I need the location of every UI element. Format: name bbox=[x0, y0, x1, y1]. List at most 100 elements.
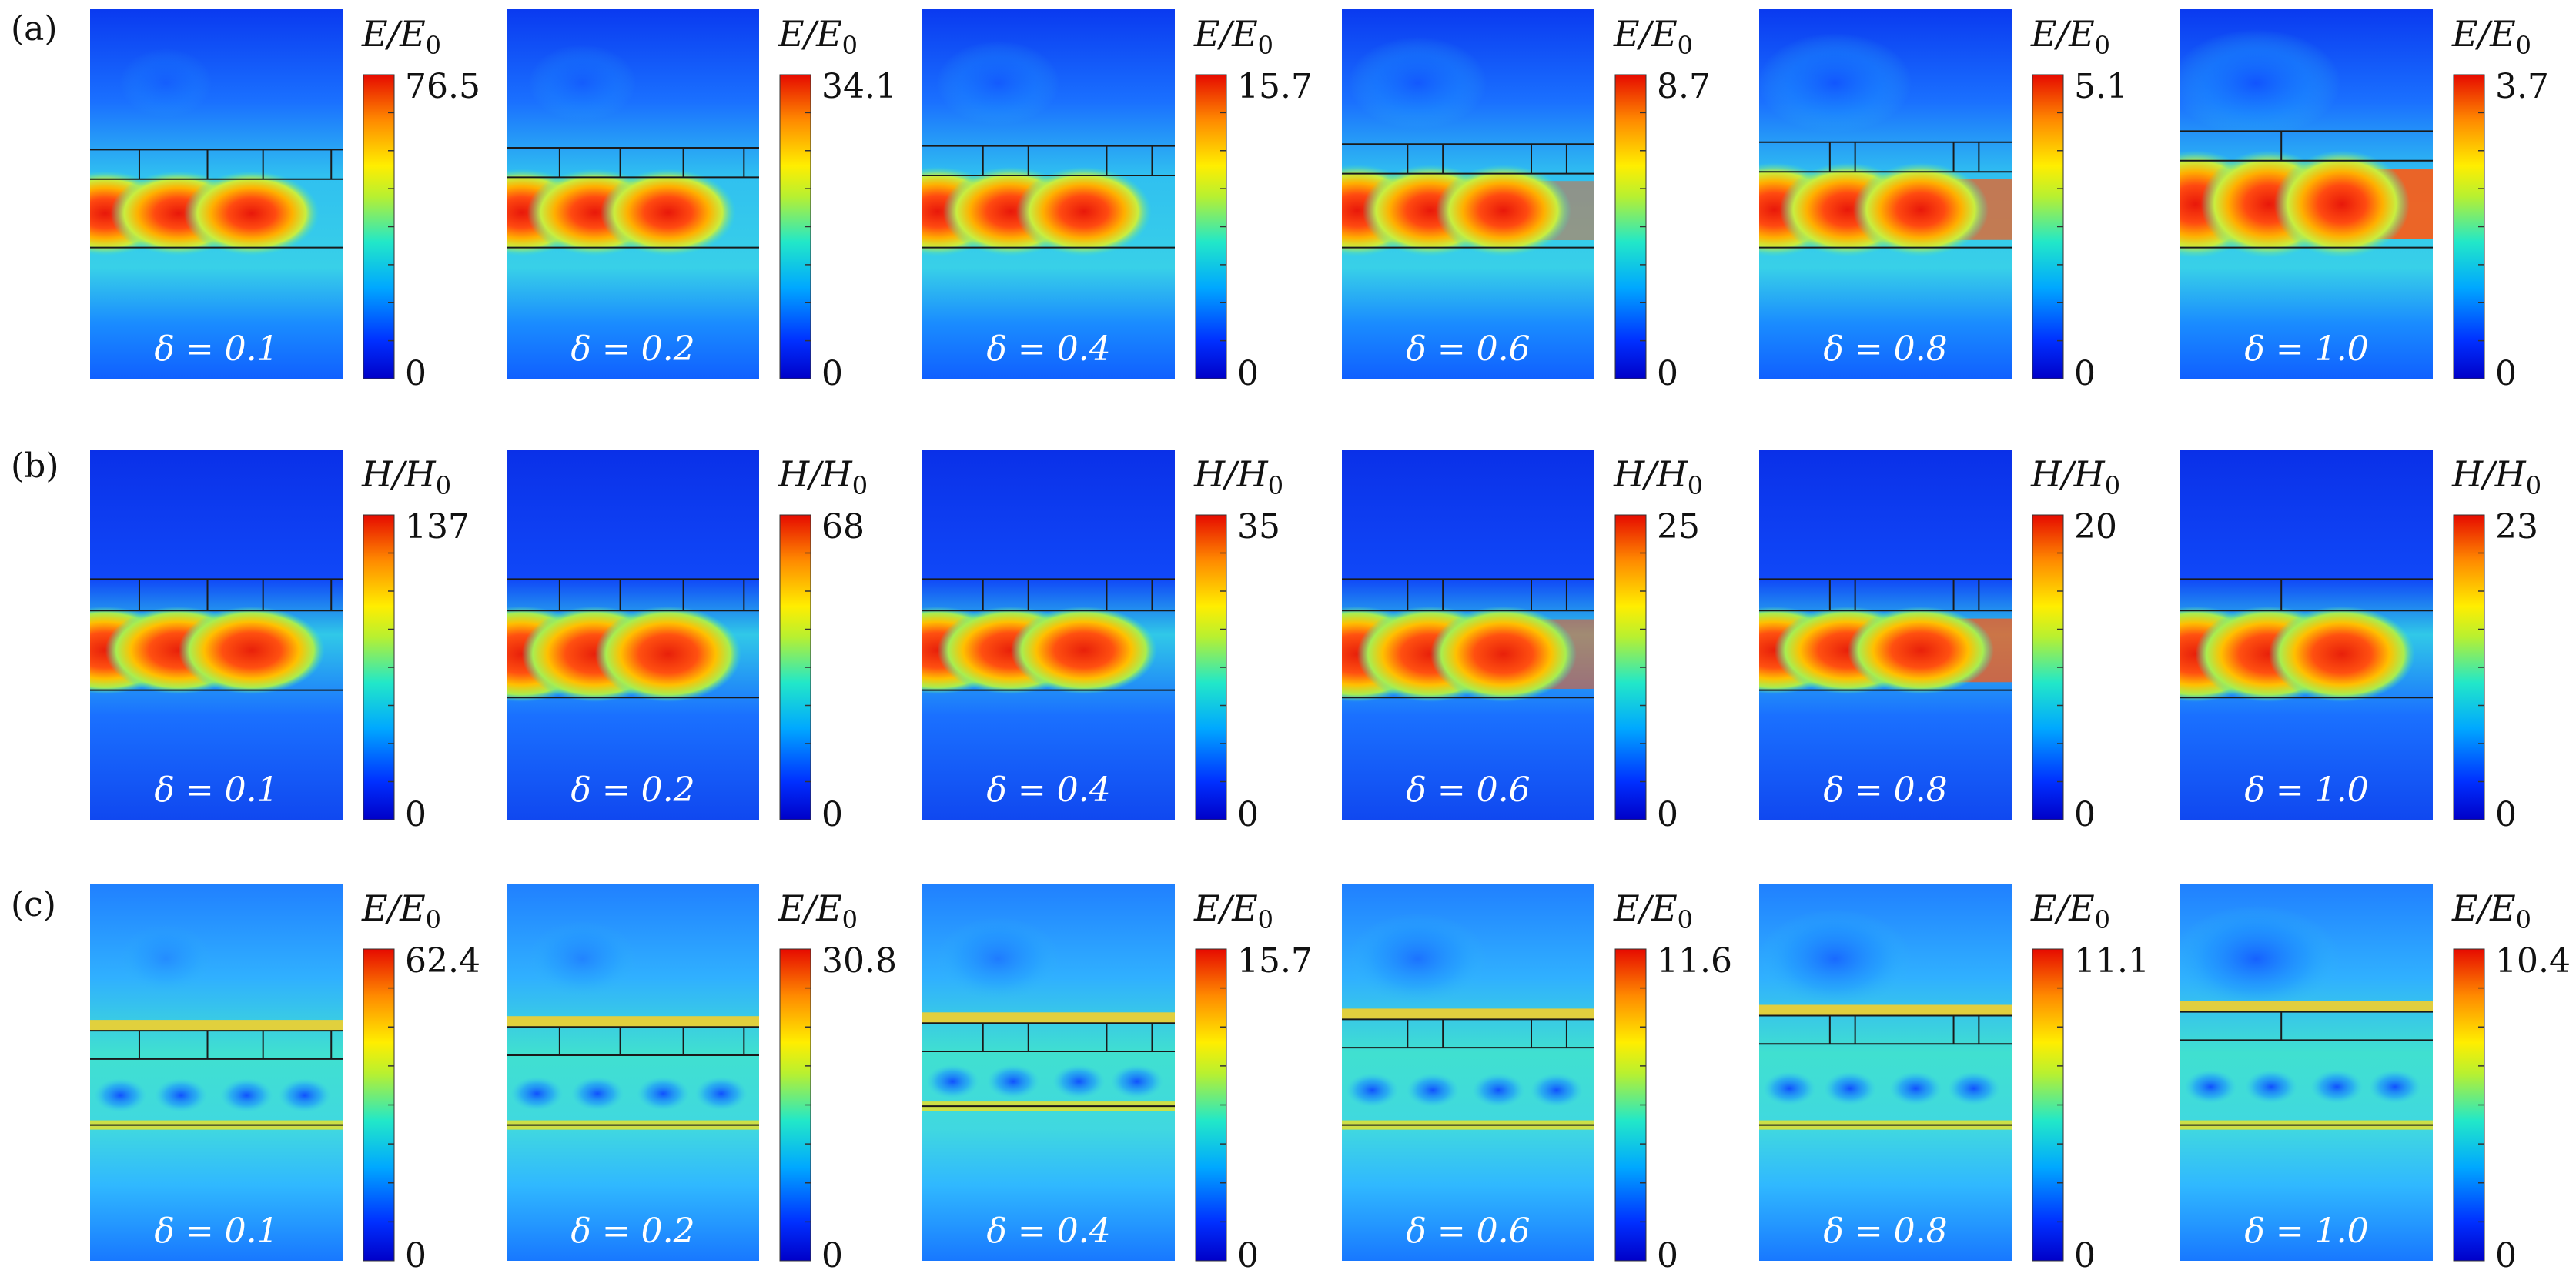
field-hotspot bbox=[1852, 162, 1989, 257]
delta-label: δ = 0.6 bbox=[1406, 1211, 1530, 1251]
colorbar-max-label: 15.7 bbox=[1237, 941, 1313, 981]
heatmap-panel: δ = 0.2 30.8 0 E/E0 bbox=[507, 884, 897, 1275]
field-minimum bbox=[1348, 37, 1487, 129]
field-minimum bbox=[1759, 909, 1912, 1009]
field-minimum bbox=[1348, 913, 1487, 1005]
heatmap-panel: δ = 0.2 34.1 0 E/E0 bbox=[507, 9, 897, 393]
field-minimum bbox=[2245, 1069, 2298, 1104]
field-hotspot bbox=[183, 171, 319, 256]
colorbar-min-label: 0 bbox=[1237, 795, 1259, 834]
quantity-label: H/H0 bbox=[1613, 453, 1703, 500]
quantity-label: H/H0 bbox=[2451, 453, 2541, 500]
field-hotspot bbox=[1430, 606, 1577, 702]
colorbar-max-label: 15.7 bbox=[1237, 67, 1313, 106]
colorbar-max-label: 68 bbox=[821, 507, 865, 546]
delta-label: δ = 0.6 bbox=[1406, 770, 1530, 810]
quantity-label: E/E0 bbox=[2451, 887, 2531, 934]
field-minimum bbox=[1947, 1071, 2000, 1106]
edge-field bbox=[507, 1016, 759, 1028]
field-hotspot bbox=[1010, 607, 1157, 694]
quantity-label: E/E0 bbox=[361, 13, 441, 60]
heatmap-panel: δ = 0.8 20 0 H/H0 bbox=[1759, 450, 2120, 834]
quantity-label: H/H0 bbox=[361, 453, 451, 500]
delta-label: δ = 0.6 bbox=[1406, 329, 1530, 369]
heatmap-panel: δ = 1.0 3.7 0 E/E0 bbox=[2180, 9, 2549, 393]
colorbar-max-label: 20 bbox=[2074, 507, 2117, 546]
field-minimum bbox=[278, 1078, 331, 1113]
row-label: (c) bbox=[11, 885, 56, 924]
edge-field bbox=[90, 1020, 343, 1031]
colorbar-min-label: 0 bbox=[405, 795, 427, 834]
field-minimum bbox=[2184, 1069, 2237, 1104]
field-minimum bbox=[1763, 1071, 1816, 1106]
delta-label: δ = 0.1 bbox=[154, 1211, 278, 1251]
heatmap-panel: δ = 0.6 11.6 0 E/E0 bbox=[1342, 884, 1732, 1275]
heatmap-panel: δ = 0.4 35 0 H/H0 bbox=[922, 450, 1283, 834]
delta-label: δ = 1.0 bbox=[2244, 329, 2368, 369]
quantity-label: H/H0 bbox=[778, 453, 868, 500]
delta-label: δ = 0.4 bbox=[986, 770, 1110, 810]
field-minimum bbox=[694, 1076, 748, 1111]
field-minimum bbox=[2310, 1069, 2364, 1104]
delta-label: δ = 0.2 bbox=[570, 329, 694, 369]
colorbar-min-label: 0 bbox=[1237, 1236, 1259, 1275]
delta-label: δ = 0.1 bbox=[154, 770, 278, 810]
colorbar-min-label: 0 bbox=[821, 354, 843, 393]
colorbar-max-label: 30.8 bbox=[821, 941, 897, 981]
field-minimum bbox=[637, 1076, 690, 1111]
colorbar-max-label: 11.1 bbox=[2074, 941, 2149, 981]
field-minimum bbox=[528, 45, 637, 122]
quantity-label: E/E0 bbox=[361, 887, 441, 934]
quantity-label: E/E0 bbox=[1193, 13, 1273, 60]
edge-field bbox=[922, 1012, 1175, 1024]
field-minimum bbox=[926, 1064, 979, 1099]
quantity-label: H/H0 bbox=[1193, 453, 1283, 500]
edge-field bbox=[1342, 1008, 1594, 1020]
field-minimum bbox=[119, 924, 212, 994]
colorbar-min-label: 0 bbox=[2495, 1236, 2517, 1275]
delta-label: δ = 0.4 bbox=[986, 329, 1110, 369]
heatmap-panel: δ = 1.0 10.4 0 E/E0 bbox=[2180, 884, 2571, 1275]
heatmap-panel: δ = 0.1 76.5 0 E/E0 bbox=[90, 9, 480, 393]
colorbar-max-label: 35 bbox=[1237, 507, 1280, 546]
colorbar-min-label: 0 bbox=[1237, 354, 1259, 393]
field-minimum bbox=[1407, 1073, 1460, 1108]
delta-label: δ = 0.8 bbox=[1823, 770, 1947, 810]
colorbar-max-label: 34.1 bbox=[821, 67, 897, 106]
field-minimum bbox=[571, 1076, 624, 1111]
field-minimum bbox=[2180, 905, 2341, 1013]
field-hotspot bbox=[1015, 166, 1152, 256]
delta-label: δ = 0.2 bbox=[570, 1211, 694, 1251]
quantity-label: E/E0 bbox=[1613, 13, 1693, 60]
field-minimum bbox=[936, 41, 1060, 125]
field-minimum bbox=[987, 1064, 1040, 1099]
field-minimum bbox=[1346, 1073, 1399, 1108]
colorbar-min-label: 0 bbox=[2074, 1236, 2096, 1275]
colorbar-min-label: 0 bbox=[1657, 354, 1678, 393]
colorbar-min-label: 0 bbox=[1657, 1236, 1678, 1275]
colorbar-min-label: 0 bbox=[2074, 795, 2096, 834]
field-minimum bbox=[119, 48, 212, 118]
heatmap-panel: δ = 0.2 68 0 H/H0 bbox=[507, 450, 868, 834]
quantity-label: E/E0 bbox=[778, 887, 858, 934]
delta-label: δ = 0.8 bbox=[1823, 329, 1947, 369]
field-hotspot bbox=[1435, 165, 1571, 257]
field-minimum bbox=[1759, 33, 1912, 133]
heatmap-panel: δ = 0.4 15.7 0 E/E0 bbox=[922, 9, 1313, 393]
field-minimum bbox=[2368, 1069, 2421, 1104]
field-hotspot bbox=[2268, 606, 2415, 702]
field-minimum bbox=[510, 1076, 564, 1111]
colorbar-max-label: 5.1 bbox=[2074, 67, 2128, 106]
quantity-label: E/E0 bbox=[2030, 13, 2110, 60]
heatmap-panel: δ = 1.0 23 0 H/H0 bbox=[2180, 450, 2541, 834]
row-label: (b) bbox=[11, 446, 59, 486]
row-label: (a) bbox=[11, 9, 58, 48]
field-minimum bbox=[1110, 1064, 1163, 1099]
colorbar-min-label: 0 bbox=[2495, 354, 2517, 393]
colorbar-min-label: 0 bbox=[405, 354, 427, 393]
heatmap-panel: δ = 0.1 137 0 H/H0 bbox=[90, 450, 470, 834]
field-minimum bbox=[1889, 1071, 1942, 1106]
heatmap-panel: δ = 0.8 5.1 0 E/E0 bbox=[1759, 9, 2128, 393]
colorbar-min-label: 0 bbox=[821, 795, 843, 834]
